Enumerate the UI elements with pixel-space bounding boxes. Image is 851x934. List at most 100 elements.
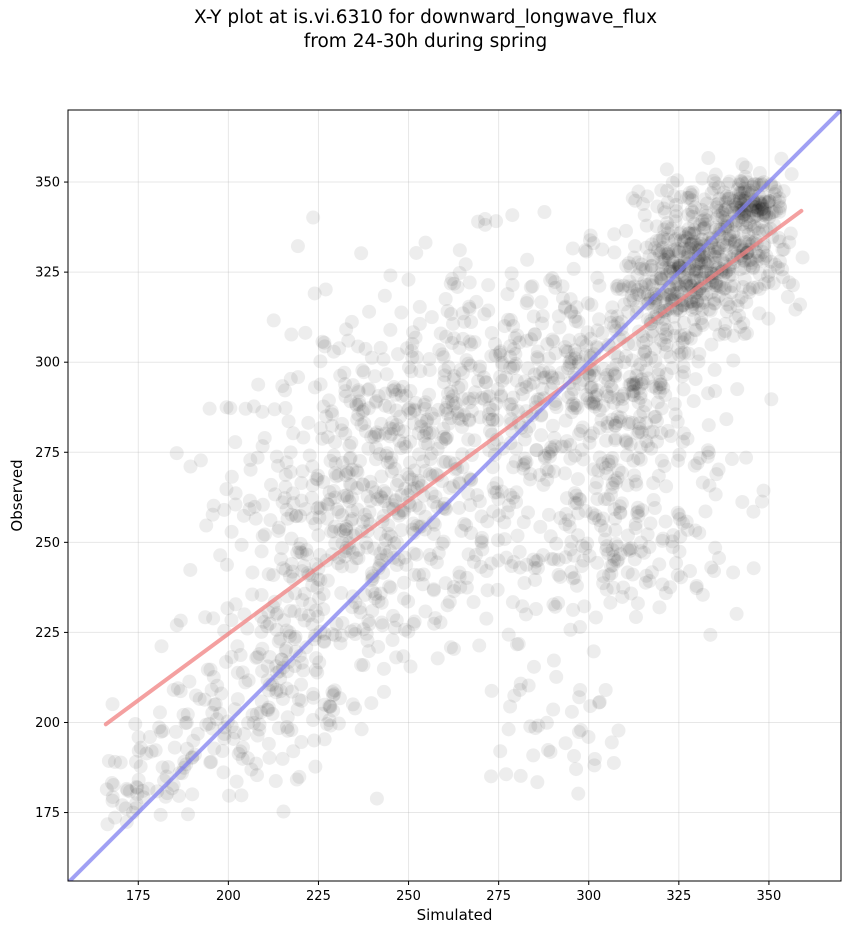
data-point: [389, 650, 404, 665]
data-point: [722, 233, 737, 248]
data-point: [583, 699, 598, 714]
data-point: [712, 327, 727, 342]
data-point: [180, 807, 195, 822]
data-point: [590, 270, 605, 285]
data-point: [179, 715, 194, 730]
data-point: [333, 368, 348, 383]
data-point: [752, 281, 767, 296]
data-point: [659, 162, 674, 177]
data-point: [452, 565, 467, 580]
data-point: [503, 699, 518, 714]
data-point: [636, 335, 651, 350]
data-point: [613, 506, 628, 521]
data-point: [215, 744, 230, 759]
data-point: [495, 373, 510, 388]
data-point: [576, 452, 591, 467]
data-point: [493, 344, 508, 359]
data-point: [567, 570, 582, 585]
data-point: [385, 415, 400, 430]
data-point: [665, 534, 680, 549]
data-point: [446, 641, 461, 656]
data-point: [308, 759, 323, 774]
data-point: [754, 202, 769, 217]
data-point: [500, 287, 515, 302]
data-point: [644, 259, 659, 274]
data-point: [448, 396, 463, 411]
data-point: [398, 388, 413, 403]
data-point: [344, 559, 359, 574]
data-point: [750, 221, 765, 236]
data-point: [260, 673, 275, 688]
data-point: [570, 472, 585, 487]
data-point: [310, 468, 325, 483]
data-point: [542, 449, 557, 464]
data-point: [686, 296, 701, 311]
x-tick-label: 325: [666, 889, 691, 904]
data-point: [436, 429, 451, 444]
data-point: [627, 250, 642, 265]
data-point: [168, 724, 183, 739]
data-point: [257, 430, 272, 445]
data-point: [362, 304, 377, 319]
data-point: [537, 448, 552, 463]
data-point: [431, 402, 446, 417]
data-point: [627, 552, 642, 567]
data-point: [549, 536, 564, 551]
data-point: [717, 326, 732, 341]
data-point: [130, 780, 145, 795]
data-point: [235, 665, 250, 680]
data-point: [427, 616, 442, 631]
data-point: [323, 699, 338, 714]
data-point: [756, 208, 771, 223]
data-point: [566, 571, 581, 586]
data-point: [679, 274, 694, 289]
data-point: [694, 253, 709, 268]
data-point: [306, 687, 321, 702]
data-point: [376, 352, 391, 367]
data-point: [222, 788, 237, 803]
data-point: [233, 744, 248, 759]
data-point: [316, 399, 331, 414]
data-point: [533, 519, 548, 534]
data-point: [630, 500, 645, 515]
data-point: [633, 544, 648, 559]
data-point: [527, 327, 542, 342]
data-point: [683, 294, 698, 309]
data-point: [722, 190, 737, 205]
data-point: [373, 586, 388, 601]
data-point: [761, 311, 776, 326]
data-point: [640, 527, 655, 542]
data-point: [630, 426, 645, 441]
data-point: [170, 681, 185, 696]
data-point: [610, 309, 625, 324]
data-point: [755, 198, 770, 213]
data-point: [310, 501, 325, 516]
data-point: [573, 423, 588, 438]
data-point: [411, 475, 426, 490]
data-point: [206, 611, 221, 626]
data-point: [383, 580, 398, 595]
data-point: [752, 201, 767, 216]
data-point: [299, 542, 314, 557]
data-point: [352, 394, 367, 409]
data-point: [687, 216, 702, 231]
data-point: [795, 250, 810, 265]
data-point: [286, 744, 301, 759]
data-point: [493, 389, 508, 404]
data-point: [646, 476, 661, 491]
data-point: [596, 362, 611, 377]
data-point: [490, 413, 505, 428]
data-point: [403, 659, 418, 674]
data-point: [326, 344, 341, 359]
data-point: [229, 774, 244, 789]
data-point: [708, 167, 723, 182]
data-point: [654, 267, 669, 282]
data-point: [676, 426, 691, 441]
data-point: [736, 316, 751, 331]
data-point: [252, 722, 267, 737]
data-point: [608, 511, 623, 526]
data-point: [115, 798, 130, 813]
data-point: [653, 304, 668, 319]
data-point: [275, 495, 290, 510]
data-point: [459, 570, 474, 585]
